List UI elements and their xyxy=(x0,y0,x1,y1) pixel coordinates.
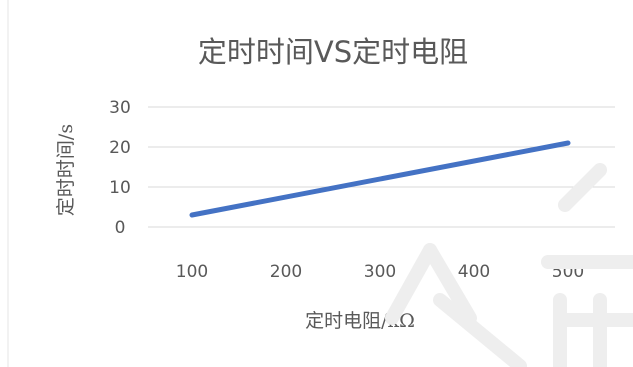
x-tick-labels: 100 200 300 400 500 xyxy=(176,262,584,282)
x-tick-label: 300 xyxy=(364,262,396,282)
y-axis-label: 定时时间/s xyxy=(55,124,77,216)
x-axis-label: 定时电阻/kΩ xyxy=(305,310,415,332)
chart-title: 定时时间VS定时电阻 xyxy=(198,35,468,69)
y-tick-label: 30 xyxy=(109,98,131,118)
x-tick-label: 500 xyxy=(552,262,584,282)
y-tick-label: 10 xyxy=(109,178,131,198)
y-tick-label: 20 xyxy=(109,138,131,158)
x-tick-label: 200 xyxy=(270,262,302,282)
x-tick-label: 400 xyxy=(458,262,490,282)
x-tick-label: 100 xyxy=(176,262,208,282)
y-tick-labels: 0 10 20 30 xyxy=(109,98,131,238)
y-tick-label: 0 xyxy=(115,218,126,238)
series-lines xyxy=(189,140,571,218)
series-line xyxy=(189,140,571,218)
